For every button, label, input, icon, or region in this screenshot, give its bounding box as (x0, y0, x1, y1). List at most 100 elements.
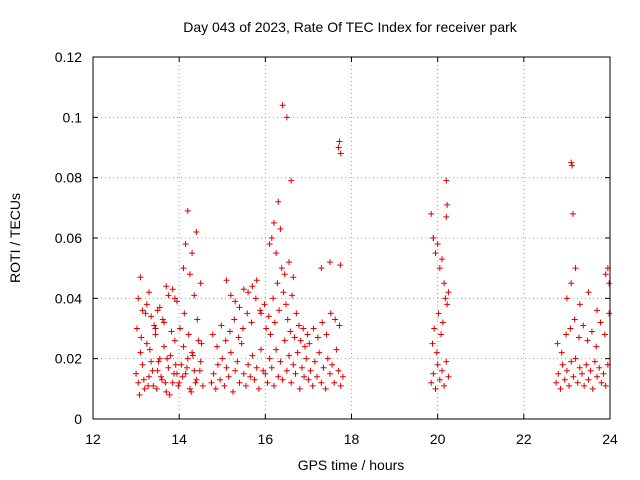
data-point-marker (186, 271, 193, 278)
data-point-marker (580, 322, 587, 329)
data-point-marker (163, 283, 170, 290)
data-point-marker (439, 319, 446, 326)
data-point-marker (429, 340, 436, 347)
data-point-marker (152, 325, 159, 332)
data-point-marker (189, 349, 196, 356)
chart-title: Day 043 of 2023, Rate Of TEC Index for r… (183, 19, 518, 35)
data-point-marker (146, 289, 153, 296)
data-point-marker (438, 367, 445, 374)
data-point-marker (293, 310, 300, 317)
data-point-marker (323, 331, 330, 338)
x-tick-label: 14 (171, 431, 187, 447)
data-point-marker (274, 280, 281, 287)
data-point-marker (337, 262, 344, 269)
data-point-marker (225, 373, 232, 380)
data-point-marker (185, 331, 192, 338)
data-point-marker (281, 337, 288, 344)
data-point-marker (289, 292, 296, 299)
data-point-marker (576, 364, 583, 371)
data-point-marker (182, 370, 189, 377)
data-point-marker (265, 313, 272, 320)
data-point-marker (177, 325, 184, 332)
data-point-marker (161, 343, 168, 350)
data-point-marker (568, 358, 575, 365)
data-point-marker (195, 337, 202, 344)
data-point-marker (135, 379, 142, 386)
data-point-marker (137, 349, 144, 356)
data-point-marker (165, 364, 172, 371)
data-point-marker (148, 358, 155, 365)
data-point-marker (138, 334, 145, 341)
data-point-marker (143, 301, 150, 308)
data-point-marker (154, 307, 161, 314)
data-point-marker (558, 349, 565, 356)
data-point-marker (273, 346, 280, 353)
data-point-marker (158, 373, 165, 380)
data-point-marker (306, 340, 313, 347)
data-point-marker (288, 379, 295, 386)
x-tick-label: 22 (516, 431, 532, 447)
data-point-marker (333, 346, 340, 353)
data-point-marker (264, 379, 271, 386)
data-point-marker (331, 379, 338, 386)
data-point-marker (445, 289, 452, 296)
data-point-marker (184, 207, 191, 214)
data-point-marker (183, 364, 190, 371)
data-point-marker (329, 361, 336, 368)
data-point-marker (245, 361, 252, 368)
data-point-marker (248, 319, 255, 326)
data-point-marker (290, 274, 297, 281)
data-point-marker (186, 385, 193, 392)
data-point-marker (569, 210, 576, 217)
data-point-marker (209, 331, 216, 338)
data-point-marker (227, 328, 234, 335)
data-point-marker (266, 241, 273, 248)
data-point-marker (295, 322, 302, 329)
data-point-marker (275, 373, 282, 380)
data-point-marker (136, 391, 143, 398)
x-tick-label: 18 (344, 431, 360, 447)
data-point-marker (199, 382, 206, 389)
data-point-marker (236, 304, 243, 311)
data-point-marker (222, 337, 229, 344)
data-point-marker (584, 337, 591, 344)
data-point-marker (258, 310, 265, 317)
data-point-marker (598, 379, 605, 386)
data-point-marker (571, 316, 578, 323)
data-point-marker (444, 301, 451, 308)
data-point-marker (563, 331, 570, 338)
data-point-marker (303, 355, 310, 362)
data-point-marker (149, 367, 156, 374)
data-point-marker (283, 367, 290, 374)
data-point-marker (191, 367, 198, 374)
data-point-marker (443, 177, 450, 184)
data-point-marker (152, 331, 159, 338)
data-point-marker (151, 322, 158, 329)
data-point-marker (171, 295, 178, 302)
data-point-marker (139, 361, 146, 368)
data-point-marker (559, 361, 566, 368)
data-point-marker (574, 379, 581, 386)
data-point-marker (428, 210, 435, 217)
data-point-marker (208, 379, 215, 386)
data-point-marker (158, 376, 165, 383)
data-point-marker (602, 382, 609, 389)
data-point-marker (193, 376, 200, 383)
data-point-marker (231, 316, 238, 323)
data-point-marker (606, 280, 613, 287)
data-point-marker (568, 159, 575, 166)
data-point-marker (169, 286, 176, 293)
data-point-marker (180, 343, 187, 350)
data-point-marker (553, 379, 560, 386)
data-point-marker (594, 373, 601, 380)
data-point-marker (277, 358, 284, 365)
data-point-marker (581, 382, 588, 389)
data-point-marker (307, 367, 314, 374)
data-point-marker (594, 307, 601, 314)
y-tick-label: 0.02 (55, 351, 82, 367)
data-point-marker (322, 385, 329, 392)
data-point-marker (189, 352, 196, 359)
data-point-marker (280, 289, 287, 296)
data-point-marker (572, 355, 579, 362)
